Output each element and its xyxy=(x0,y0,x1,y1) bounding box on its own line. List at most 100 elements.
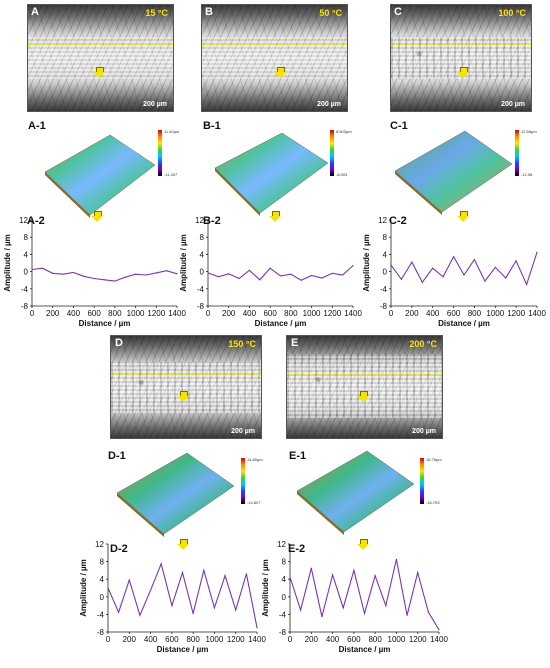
surface-3d xyxy=(214,132,329,216)
colorbar-bottom-label: -14.807 xyxy=(247,500,261,505)
data-point xyxy=(331,574,334,576)
data-point xyxy=(310,274,313,277)
data-point xyxy=(421,281,423,283)
data-point xyxy=(321,616,323,618)
y-tick-label: 12 xyxy=(277,540,286,549)
x-tick-label: 200 xyxy=(123,635,137,644)
micrograph-C: 100 °C 200 µm xyxy=(390,4,532,112)
y-tick-label: 12 xyxy=(19,216,28,225)
surface-label-E: E-1 xyxy=(289,450,307,462)
x-tick-label: 600 xyxy=(87,309,101,318)
data-point xyxy=(160,563,162,565)
data-point xyxy=(134,273,137,275)
panel-letter-E: E xyxy=(291,337,299,349)
data-point xyxy=(494,266,496,268)
data-point xyxy=(155,272,157,274)
micrograph-E: 200 °C 200 µm xyxy=(286,335,443,439)
colorbar-C xyxy=(515,130,519,176)
profile-chart: -8 -4 0 4 8 12 0 200 400 600 800 1000 1200 1400 Distan… xyxy=(3,216,186,328)
profile-line-series xyxy=(107,562,258,628)
data-point xyxy=(149,589,152,591)
data-point xyxy=(171,605,173,607)
data-point xyxy=(400,278,403,280)
y-axis-label: Amplitude / µm xyxy=(362,234,371,292)
surface-map-D xyxy=(112,448,237,538)
y-tick-label: -8 xyxy=(197,302,205,311)
profile-line xyxy=(391,44,531,46)
x-tick-label: 200 xyxy=(46,309,60,318)
x-tick-label: 800 xyxy=(468,309,482,318)
y-tick-label: -8 xyxy=(97,628,105,637)
x-tick-label: 600 xyxy=(263,309,277,318)
plot-label-E: E-2 xyxy=(288,543,306,555)
colorbar-top-label: 14.80µm xyxy=(247,457,263,462)
data-point xyxy=(363,612,366,615)
y-tick-label: -8 xyxy=(21,302,29,311)
colorbar-B xyxy=(330,130,334,176)
micrograph-D: 150 °C 200 µm xyxy=(110,335,262,439)
data-point xyxy=(259,279,261,281)
y-tick-label: 12 xyxy=(95,540,104,549)
data-point xyxy=(438,629,440,631)
data-point xyxy=(192,612,194,615)
y-tick-label: 8 xyxy=(383,233,388,242)
data-point xyxy=(41,267,43,269)
colorbar-top-label: 8.503µm xyxy=(336,129,352,134)
y-tick-label: 0 xyxy=(383,268,388,277)
data-point xyxy=(256,627,258,629)
x-tick-label: 1400 xyxy=(248,635,266,644)
y-tick-label: 4 xyxy=(282,575,287,584)
data-point xyxy=(289,576,291,578)
x-tick-label: 600 xyxy=(347,635,361,644)
x-tick-label: 600 xyxy=(447,309,461,318)
data-point xyxy=(31,268,33,271)
plot-label-C: C-2 xyxy=(389,215,407,227)
data-point xyxy=(411,261,413,263)
scale-bar-label: 200 µm xyxy=(412,428,436,435)
x-tick-label: 0 xyxy=(106,635,111,644)
data-point xyxy=(427,611,429,613)
data-point xyxy=(62,273,64,275)
data-point xyxy=(207,272,209,274)
x-tick-label: 0 xyxy=(389,309,394,318)
y-axis-label: Amplitude / µm xyxy=(179,234,188,292)
y-tick-label: 4 xyxy=(100,575,105,584)
x-tick-label: 0 xyxy=(206,309,211,318)
micrograph-A: 15 °C 200 µm xyxy=(27,4,174,112)
surface-3d xyxy=(116,452,235,537)
data-point xyxy=(342,274,344,276)
panel-letter-A: A xyxy=(31,6,39,18)
data-point xyxy=(484,280,486,282)
data-point xyxy=(203,569,205,571)
profile-line-series xyxy=(31,267,178,282)
data-point xyxy=(248,269,251,271)
x-tick-label: 1200 xyxy=(409,635,427,644)
panel-letter-D: D xyxy=(115,337,123,349)
data-point xyxy=(181,572,184,574)
data-point xyxy=(505,277,507,279)
y-tick-label: 4 xyxy=(24,250,29,259)
colorbar-top-label: 11.40µm xyxy=(164,129,180,134)
x-tick-label: 800 xyxy=(368,635,382,644)
data-point xyxy=(107,587,109,589)
profile-line-series xyxy=(289,559,440,631)
wear-track xyxy=(111,361,261,413)
panel-letter-C: C xyxy=(394,6,402,18)
data-point xyxy=(176,273,178,275)
y-tick-label: -8 xyxy=(279,628,287,637)
x-axis-label: Distance / µm xyxy=(339,645,391,654)
data-point xyxy=(406,614,408,616)
profile-plot-A: -8 -4 0 4 8 12 0 200 400 600 800 1000 1200 1400 Distan… xyxy=(0,210,190,340)
data-point xyxy=(83,275,85,277)
profile-plot-D: -8 -4 0 4 8 12 0 200 400 600 800 1000 1200 1400 Distan… xyxy=(79,538,270,668)
temperature-label: 50 °C xyxy=(319,8,342,18)
profile-line xyxy=(287,373,442,375)
y-tick-label: 4 xyxy=(383,250,388,259)
y-tick-label: 8 xyxy=(100,558,105,567)
temperature-label: 100 °C xyxy=(498,8,526,18)
data-point xyxy=(118,611,120,613)
x-tick-label: 400 xyxy=(67,309,81,318)
micrograph-B: 50 °C 200 µm xyxy=(201,4,348,112)
y-tick-label: -4 xyxy=(21,285,29,294)
x-tick-label: 1200 xyxy=(227,635,245,644)
